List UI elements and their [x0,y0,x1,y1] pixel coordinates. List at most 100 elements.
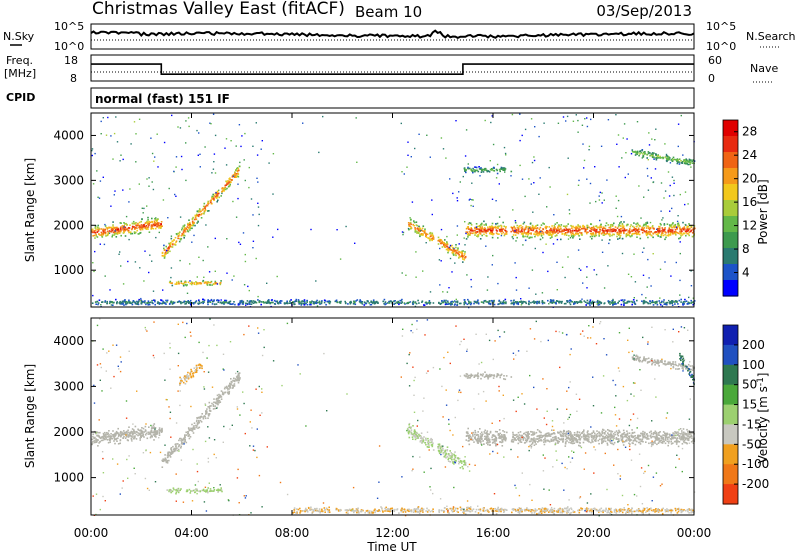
scatter-point [228,388,230,390]
scatter-point [551,301,554,303]
scatter-point [452,462,454,464]
colorbar-segment [723,200,738,217]
scatter-point [625,234,628,236]
scatter-point [414,227,416,229]
scatter-point [584,230,587,232]
scatter-point [208,401,211,404]
scatter-point [150,224,153,226]
scatter-point [654,430,657,433]
scatter-point [492,226,494,228]
scatter-point [601,430,603,433]
scatter-point [154,303,156,306]
scatter-point [602,230,605,232]
scatter-point [154,156,156,158]
scatter-point [445,248,448,251]
scatter-point [320,302,323,305]
scatter-point [690,230,692,233]
scatter-point [461,251,463,254]
scatter-point [144,227,146,230]
scatter-point [660,439,663,442]
scatter-point [482,171,485,173]
scatter-point [197,416,200,419]
scatter-point [651,226,654,228]
scatter-point [443,299,446,302]
scatter-point [198,426,201,429]
scatter-point [476,228,478,230]
scatter-point [422,439,425,442]
scatter-point [257,299,259,301]
scatter-point [106,439,109,441]
scatter-point [607,265,609,267]
scatter-point [483,227,486,229]
scatter-point [197,427,199,429]
scatter-point [185,301,188,303]
scatter-point [431,234,434,236]
scatter-point [141,228,144,231]
scatter-point [498,225,500,227]
scatter-point [112,158,114,160]
scatter-point [663,299,665,301]
scatter-point [163,459,165,461]
scatter-point [145,225,148,227]
scatter-point [279,302,282,304]
scatter-point [275,300,277,303]
scatter-point [201,209,204,211]
scatter-point [149,221,151,224]
scatter-point [581,298,583,300]
scatter-point [489,160,491,162]
scatter-point [632,299,635,301]
scatter-point [666,160,668,163]
scatter-point [406,301,409,304]
scatter-point [667,156,670,158]
scatter-point [248,289,250,292]
scatter-point [157,166,159,168]
scatter-point [415,437,418,439]
scatter-point [189,221,191,224]
scatter-point [199,367,201,369]
scatter-point [595,234,598,237]
scatter-point [571,225,573,228]
scatter-point [555,231,557,234]
scatter-point [116,302,118,305]
scatter-point [617,134,620,136]
scatter-point [232,175,235,177]
scatter-point [209,281,211,284]
scatter-point [520,300,522,303]
scatter-point [535,227,538,230]
scatter-point [529,227,532,230]
scatter-point [105,435,107,437]
scatter-point [645,433,648,436]
scatter-point [277,228,279,231]
scatter-point [670,229,673,231]
scatter-point [634,302,636,305]
scatter-point [174,443,177,446]
scatter-point [176,449,178,452]
scatter-point [575,114,577,116]
scatter-point [119,160,121,162]
scatter-point [168,459,170,462]
scatter-point [621,299,624,301]
scatter-point [505,302,507,305]
scatter-point [166,489,168,491]
scatter-point [500,227,503,229]
scatter-point [168,490,170,493]
scatter-point [303,299,306,301]
scatter-point [152,227,155,230]
scatter-point [453,247,455,250]
scatter-point [540,230,542,233]
scatter-point [260,301,263,303]
scatter-point [185,380,188,383]
scatter-point [615,195,617,197]
scatter-point [638,228,640,230]
scatter-point [215,398,218,401]
scatter-point [133,231,136,233]
scatter-point [467,163,469,165]
scatter-point [220,390,223,392]
scatter-point [219,401,222,403]
scatter-point [195,424,197,427]
freq-label-line1: Freq. [6,54,33,67]
scatter-point [411,436,414,438]
scatter-point [268,162,270,164]
scatter-point [133,435,135,438]
scatter-point [593,235,596,238]
